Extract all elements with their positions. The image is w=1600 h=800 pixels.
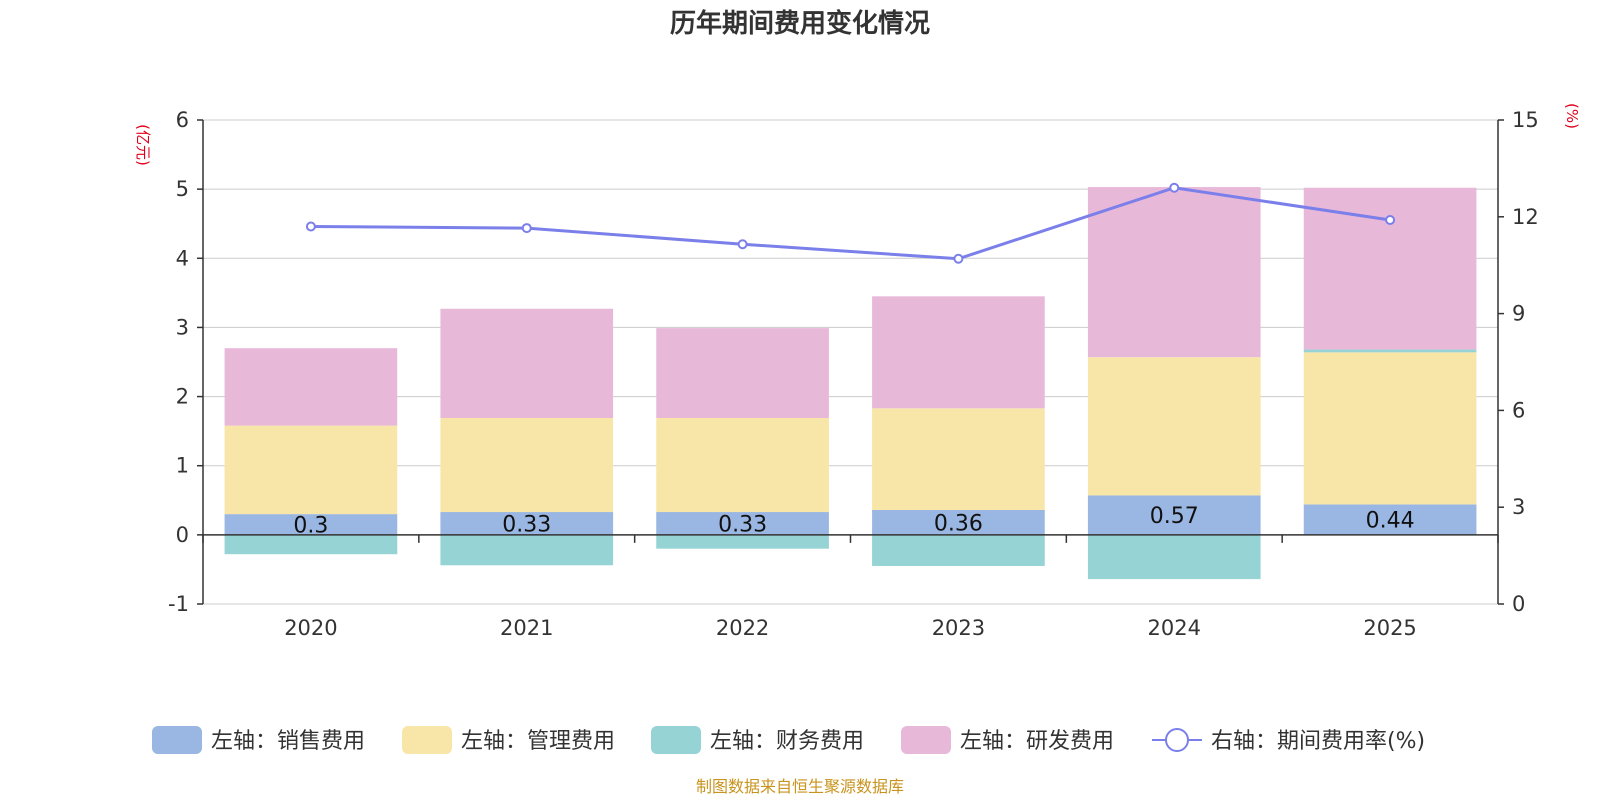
bar-data-label: 0.36 bbox=[934, 511, 983, 536]
bar-segment bbox=[224, 514, 398, 535]
bar-segment bbox=[872, 296, 1045, 409]
x-tick-label: 2023 bbox=[932, 616, 985, 640]
bar-labels: 0.3 0.33 0.33 0.36 0.57 0.44 bbox=[293, 504, 1414, 538]
left-tick-label: 3 bbox=[176, 315, 189, 339]
gridlines bbox=[203, 119, 1498, 605]
legend-swatch bbox=[901, 726, 951, 754]
bar-data-label: 0.33 bbox=[718, 512, 767, 537]
legend-marker-swatch bbox=[1165, 728, 1189, 752]
rate-point bbox=[953, 253, 964, 264]
left-tick-label: 1 bbox=[176, 454, 189, 478]
right-tick-label: 12 bbox=[1512, 205, 1539, 229]
left-tick-label: -1 bbox=[168, 592, 189, 616]
bar-segment bbox=[440, 418, 614, 513]
bar-segment bbox=[224, 348, 398, 426]
bar-data-label: 0.3 bbox=[293, 513, 328, 538]
left-axis-unit: (亿元) bbox=[134, 124, 152, 166]
legend-label: 左轴：管理费用 bbox=[461, 729, 615, 754]
bar-segment bbox=[872, 534, 1045, 566]
bar-segment bbox=[656, 328, 829, 419]
bar-segment bbox=[1303, 349, 1477, 353]
bar-segment bbox=[1303, 352, 1477, 505]
bars bbox=[224, 187, 1477, 580]
chart-title: 历年期间费用变化情况 bbox=[670, 8, 930, 39]
rate-line bbox=[305, 182, 1396, 264]
bar-data-label: 0.57 bbox=[1150, 504, 1199, 529]
left-tick-label: 2 bbox=[176, 385, 189, 409]
left-tick-label: 4 bbox=[176, 246, 189, 270]
rate-point bbox=[521, 223, 532, 234]
legend-label: 左轴：销售费用 bbox=[211, 729, 365, 754]
x-tick-label: 2025 bbox=[1363, 616, 1416, 640]
right-tick-label: 9 bbox=[1512, 302, 1525, 326]
bar-segment bbox=[872, 408, 1045, 510]
x-tick-label: 2024 bbox=[1148, 616, 1201, 640]
legend-label: 左轴：研发费用 bbox=[960, 729, 1114, 754]
right-axis-unit: (%) bbox=[1563, 103, 1581, 129]
legend-label: 右轴：期间费用率(%) bbox=[1211, 729, 1425, 754]
x-tick-label: 2022 bbox=[716, 616, 769, 640]
right-tick-label: 0 bbox=[1512, 592, 1525, 616]
bar-segment bbox=[656, 418, 829, 513]
source-note: 制图数据来自恒生聚源数据库 bbox=[696, 777, 904, 796]
bar-segment bbox=[656, 534, 829, 549]
bar-segment bbox=[1303, 187, 1477, 350]
bar-segment bbox=[1087, 187, 1261, 358]
x-tick-label: 2020 bbox=[284, 616, 337, 640]
bar-data-label: 0.33 bbox=[502, 512, 551, 537]
rate-point bbox=[1385, 215, 1396, 226]
x-tick-label: 2021 bbox=[500, 616, 553, 640]
bar-segment bbox=[656, 512, 829, 535]
bar-data-label: 0.44 bbox=[1366, 509, 1415, 534]
rate-point bbox=[737, 239, 748, 250]
left-tick-label: 6 bbox=[176, 108, 189, 132]
legend-swatch bbox=[152, 726, 202, 754]
right-tick-label: 3 bbox=[1512, 495, 1525, 519]
rate-point bbox=[1169, 182, 1180, 193]
right-tick-label: 6 bbox=[1512, 398, 1525, 422]
bar-segment bbox=[224, 534, 398, 555]
bar-segment bbox=[872, 509, 1045, 535]
bar-segment bbox=[1303, 504, 1477, 535]
bar-segment bbox=[224, 425, 398, 515]
rate-polyline bbox=[310, 186, 1391, 261]
legend-swatch bbox=[651, 726, 701, 754]
rate-point bbox=[305, 221, 316, 232]
legend: 左轴：销售费用 左轴：管理费用 左轴：财务费用 左轴：研发费用 右轴：期间费用率(%) bbox=[152, 726, 1425, 754]
left-tick-label: 5 bbox=[176, 177, 189, 201]
bar-segment bbox=[440, 534, 614, 566]
left-tick-label: 0 bbox=[176, 523, 189, 547]
bar-segment bbox=[1087, 534, 1261, 580]
bar-segment bbox=[1087, 495, 1261, 535]
legend-swatch bbox=[402, 726, 452, 754]
bar-segment bbox=[440, 308, 614, 419]
bar-segment bbox=[440, 512, 614, 535]
bar-segment bbox=[1087, 357, 1261, 496]
right-tick-label: 15 bbox=[1512, 108, 1539, 132]
legend-label: 左轴：财务费用 bbox=[710, 729, 864, 754]
